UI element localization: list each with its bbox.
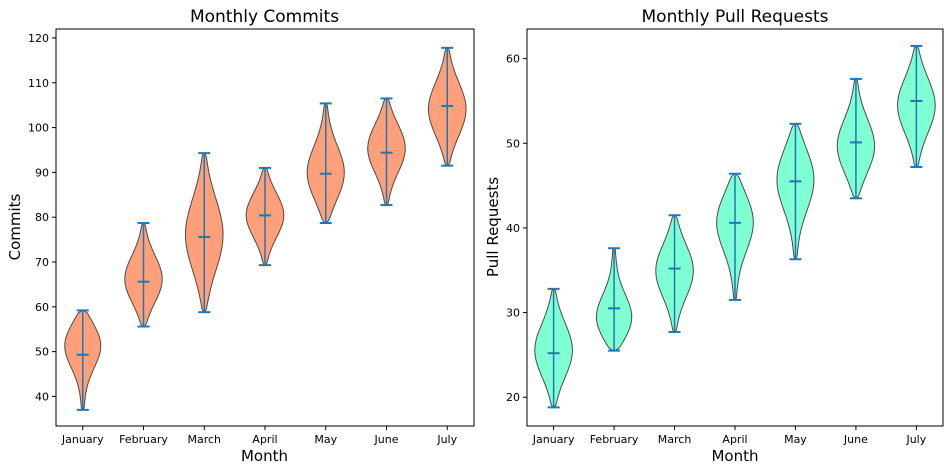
pull-requests-chart: Monthly Pull Requests Month Pull Request… [484, 7, 944, 465]
y-tick-label: 120 [28, 32, 49, 45]
violin-may [306, 102, 345, 225]
y-tick-label: 100 [28, 122, 49, 135]
commits-chart: Monthly Commits Month Commits 40 50 60 70 80… [6, 7, 475, 465]
x-tick-label: April [252, 433, 277, 446]
violin-march [185, 152, 224, 314]
violin-february [595, 247, 633, 352]
x-tick-label: January [61, 433, 104, 446]
violin-january [64, 309, 102, 411]
axes-frame [55, 28, 475, 427]
violin-january [534, 287, 573, 409]
violin-june [836, 77, 876, 200]
x-axis-label: Month [241, 447, 288, 465]
y-tick-label: 60 [506, 53, 520, 66]
violin-april [245, 166, 285, 267]
y-tick-label: 20 [506, 391, 520, 404]
x-tick-label: March [187, 433, 221, 446]
x-tick-label: February [119, 433, 168, 446]
x-tick-label: July [905, 433, 926, 446]
y-tick-label: 50 [35, 346, 49, 359]
chart-title: Monthly Pull Requests [642, 7, 829, 27]
x-axis-label: Month [711, 447, 758, 465]
x-tick-label: June [374, 433, 399, 446]
violin-july [428, 46, 467, 167]
violin-may [776, 122, 815, 261]
y-axis-label: Commits [6, 193, 24, 260]
plot-area: 20 30 40 50 60 January February March April May Ju… [506, 28, 944, 446]
violin-april [716, 172, 754, 301]
y-tick-label: 110 [28, 77, 49, 90]
y-tick-label: 50 [506, 137, 520, 150]
y-tick-label: 70 [35, 256, 49, 269]
x-tick-label: April [722, 433, 747, 446]
y-axis-label: Pull Requests [484, 177, 502, 277]
x-tick-label: June [843, 433, 868, 446]
axes-frame [526, 28, 944, 427]
x-tick-label: May [314, 433, 337, 446]
x-tick-label: March [658, 433, 692, 446]
x-tick-label: February [590, 433, 639, 446]
y-tick-label: 60 [35, 301, 49, 314]
violin-june [367, 97, 406, 207]
y-tick-label: 40 [35, 390, 49, 403]
y-tick-label: 80 [35, 211, 49, 224]
violin-february [124, 222, 163, 328]
x-tick-label: January [532, 433, 575, 446]
plot-area: 40 50 60 70 80 90 100 110 120 January February Marc… [28, 28, 475, 446]
x-tick-label: July [436, 433, 457, 446]
y-tick-label: 30 [506, 307, 520, 320]
violin-march [655, 214, 694, 334]
chart-title: Monthly Commits [190, 7, 339, 27]
violin-july [897, 44, 936, 168]
x-tick-label: May [784, 433, 807, 446]
y-tick-label: 90 [35, 166, 49, 179]
y-tick-label: 40 [506, 222, 520, 235]
